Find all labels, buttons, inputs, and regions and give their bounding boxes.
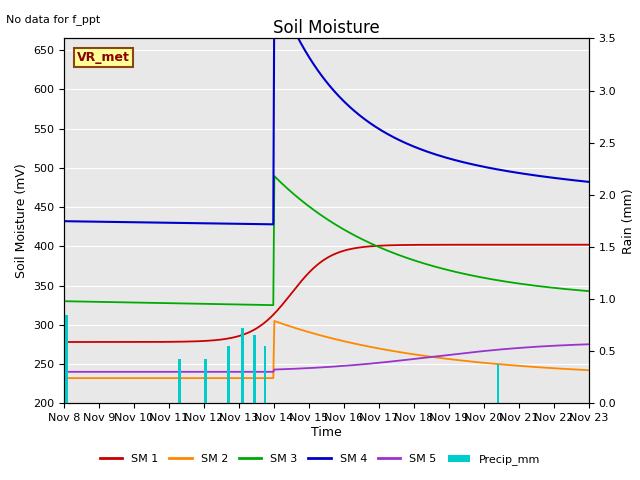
Y-axis label: Soil Moisture (mV): Soil Moisture (mV) (15, 163, 28, 278)
Bar (204, 360, 207, 403)
Bar (241, 328, 244, 403)
Bar (65, 314, 68, 403)
Y-axis label: Rain (mm): Rain (mm) (622, 188, 635, 253)
Text: VR_met: VR_met (77, 51, 130, 64)
Bar (253, 336, 256, 403)
X-axis label: Time: Time (311, 426, 342, 439)
Title: Soil Moisture: Soil Moisture (273, 19, 380, 37)
Bar (227, 346, 230, 403)
Bar (264, 346, 266, 403)
Bar (497, 363, 499, 403)
Bar (178, 360, 180, 403)
Text: No data for f_ppt: No data for f_ppt (6, 14, 100, 25)
Legend: SM 1, SM 2, SM 3, SM 4, SM 5, Precip_mm: SM 1, SM 2, SM 3, SM 4, SM 5, Precip_mm (95, 450, 545, 469)
